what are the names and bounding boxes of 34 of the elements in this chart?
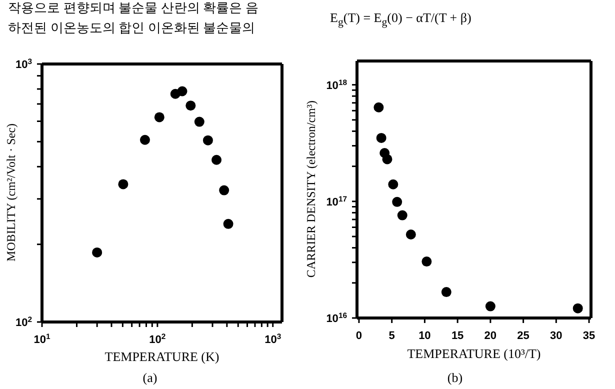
y-axis-title: CARRIER DENSITY (electron/cm³) [304, 100, 318, 278]
text: (b) [446, 370, 464, 386]
x-tick-label: 10$^{2}$ [149, 332, 166, 346]
y-axis-title: MOBILITY (cm²/Volt · Sec) [4, 124, 18, 262]
x-tick-label: 0 [356, 330, 362, 342]
point [392, 196, 402, 207]
point [406, 230, 416, 240]
y-tick-label: 10$^{16}$ [326, 310, 347, 325]
point [485, 301, 496, 312]
point [374, 102, 384, 112]
y-tick-label: 10$^{17}$ [326, 194, 347, 208]
x-tick-label: 25 [517, 330, 530, 342]
x-tick-label: 10$^{3}$ [264, 332, 282, 346]
point [422, 256, 432, 267]
x-tick-label: 20 [484, 330, 497, 342]
x-axis-title: TEMPERATURE (10³/T) [407, 346, 541, 361]
text: (a) [142, 370, 158, 386]
text: 작용으로 편향되며 불순물 산란의 확률은 음 [8, 0, 260, 16]
point [397, 210, 408, 220]
x-tick-label: 35 [582, 330, 596, 342]
text: 하전된 이온농도의 합인 이온화된 불순물의 [8, 20, 256, 36]
point [441, 287, 452, 298]
x-tick-label: 10 [418, 330, 431, 342]
text: E$_{g}$(T) = E$_{g}$(0) − αT/(T + β) [330, 10, 472, 31]
point [382, 154, 392, 164]
point [376, 132, 386, 143]
x-axis-title: TEMPERATURE (K) [104, 349, 220, 364]
x-tick-label: 5 [388, 330, 395, 342]
x-tick-label: 30 [550, 330, 562, 342]
x-tick-label: 15 [451, 330, 464, 342]
point [388, 179, 398, 190]
point [572, 303, 583, 314]
y-tick-label: 10$^{18}$ [326, 77, 348, 92]
x-tick-label: 10$^{1}$ [34, 332, 51, 346]
